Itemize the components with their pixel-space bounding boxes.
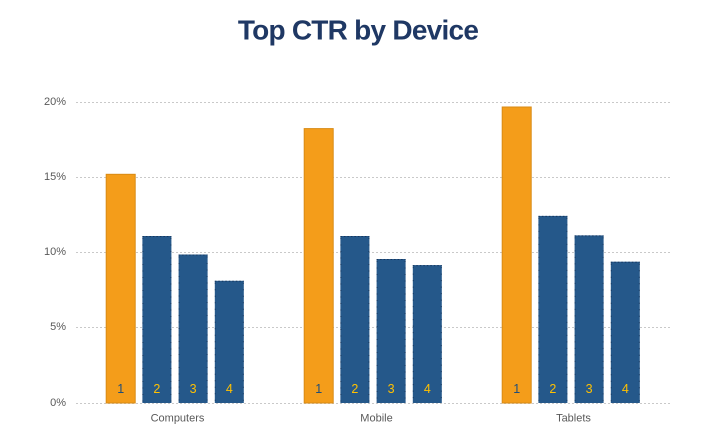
svg-text:Tablets: Tablets — [556, 412, 591, 424]
svg-text:1: 1 — [315, 382, 322, 396]
svg-text:5%: 5% — [50, 321, 66, 333]
svg-text:0%: 0% — [50, 397, 66, 409]
svg-text:Top CTR by Device: Top CTR by Device — [238, 15, 479, 46]
svg-text:1: 1 — [117, 382, 124, 396]
svg-text:4: 4 — [226, 382, 233, 396]
svg-text:2: 2 — [549, 382, 556, 396]
svg-text:15%: 15% — [44, 171, 66, 183]
svg-text:10%: 10% — [44, 246, 66, 258]
svg-text:20%: 20% — [44, 96, 66, 108]
svg-text:Computers: Computers — [151, 412, 205, 424]
svg-text:3: 3 — [388, 382, 395, 396]
svg-text:3: 3 — [190, 382, 197, 396]
svg-text:2: 2 — [351, 382, 358, 396]
svg-text:4: 4 — [424, 382, 431, 396]
svg-text:Mobile: Mobile — [360, 412, 392, 424]
svg-text:3: 3 — [586, 382, 593, 396]
svg-text:1: 1 — [513, 382, 520, 396]
svg-text:4: 4 — [622, 382, 629, 396]
svg-text:2: 2 — [153, 382, 160, 396]
